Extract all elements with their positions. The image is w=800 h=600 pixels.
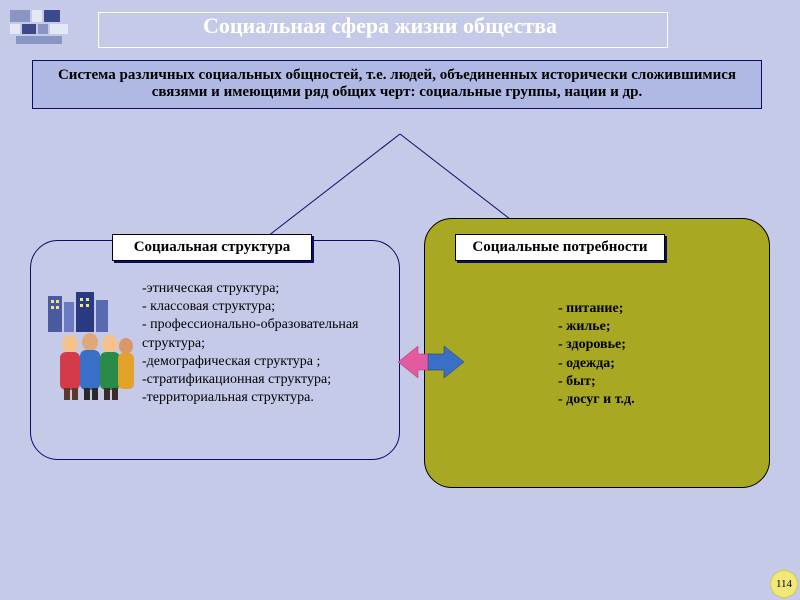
list-item: -демографическая структура ;	[142, 353, 387, 371]
list-item: - досуг и т.д.	[558, 391, 738, 409]
list-item: -территориальная структура.	[142, 389, 387, 407]
list-item: - одежда;	[558, 355, 738, 373]
bidirectional-arrow-icon	[398, 340, 464, 384]
list-item: - профессионально-образовательная структ…	[142, 316, 387, 352]
deco-square	[10, 24, 20, 34]
deco-square	[10, 10, 30, 22]
left-header-box: Социальная структура	[112, 234, 312, 261]
list-item: - классовая структура;	[142, 298, 387, 316]
deco-square	[44, 10, 60, 22]
left-list: -этническая структура;- классовая структ…	[142, 280, 387, 407]
deco-square	[16, 36, 62, 44]
deco-square	[22, 24, 36, 34]
deco-square	[32, 10, 42, 22]
deco-square	[50, 24, 68, 34]
list-item: -этническая структура;	[142, 280, 387, 298]
definition-box: Система различных социальных общностей, …	[32, 60, 762, 109]
deco-square	[38, 24, 48, 34]
list-item: - быт;	[558, 373, 738, 391]
list-item: - здоровье;	[558, 336, 738, 354]
list-item: -стратификационная структура;	[142, 371, 387, 389]
right-header-box: Социальные потребности	[455, 234, 665, 261]
list-item: - жилье;	[558, 318, 738, 336]
corner-decoration	[10, 10, 90, 54]
list-item: - питание;	[558, 300, 738, 318]
page-title: Социальная сфера жизни общества	[130, 14, 630, 38]
right-list: - питание;- жилье;- здоровье;- одежда;- …	[558, 300, 738, 409]
page-number-badge: 114	[770, 570, 798, 598]
people-illustration-icon	[42, 292, 138, 402]
